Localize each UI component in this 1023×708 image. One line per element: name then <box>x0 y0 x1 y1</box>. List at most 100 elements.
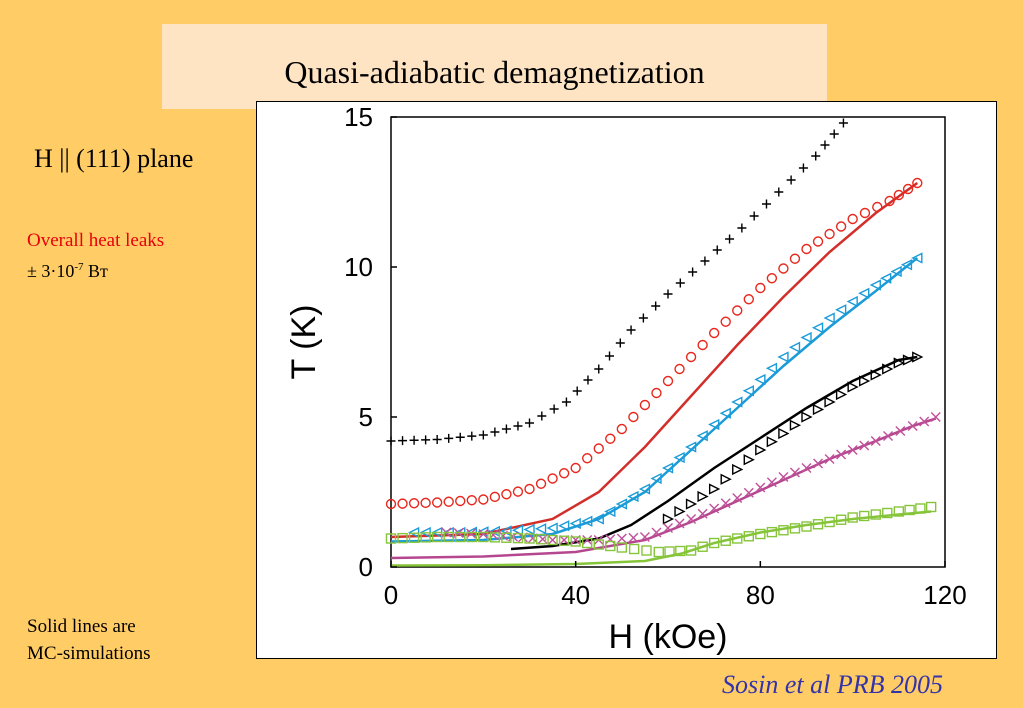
data-markers <box>385 118 941 558</box>
data-point <box>719 407 731 419</box>
x-tick-label: 0 <box>384 580 398 610</box>
data-point <box>846 295 858 308</box>
simulation-line <box>390 417 937 560</box>
data-point <box>732 493 743 503</box>
data-point <box>847 445 858 455</box>
data-point <box>663 523 673 533</box>
data-point <box>626 325 636 335</box>
data-point <box>838 118 848 128</box>
data-point <box>688 267 698 277</box>
data-point <box>546 522 558 534</box>
heat-leaks-unit: Вт <box>83 261 108 281</box>
data-point <box>628 543 640 555</box>
data-point <box>421 435 431 445</box>
data-point <box>466 528 477 539</box>
data-point <box>524 533 535 544</box>
data-point <box>641 545 652 556</box>
data-point <box>559 535 570 545</box>
simulation-note-line2: MC-simulations <box>27 643 151 664</box>
citation: Sosin et al PRB 2005 <box>722 670 943 699</box>
data-point <box>774 187 784 197</box>
data-point <box>911 252 923 264</box>
data-point <box>836 449 847 460</box>
data-point <box>870 436 881 446</box>
data-point <box>685 498 698 510</box>
data-point <box>801 521 812 532</box>
data-point <box>907 421 918 431</box>
data-point <box>534 523 547 535</box>
data-point <box>720 535 731 546</box>
data-point <box>408 526 420 539</box>
data-point <box>605 351 615 361</box>
data-point <box>467 431 477 441</box>
data-point <box>755 528 766 540</box>
data-point <box>919 416 930 427</box>
data-point <box>674 518 685 529</box>
data-point <box>664 546 675 557</box>
data-point <box>478 494 489 505</box>
data-point <box>708 418 720 431</box>
data-point <box>869 279 881 291</box>
data-point <box>455 495 466 507</box>
data-point <box>902 183 914 195</box>
data-point <box>811 151 821 161</box>
data-point <box>893 357 905 369</box>
data-point <box>604 505 616 518</box>
y-axis-title: T (K) <box>285 305 323 380</box>
data-point <box>725 234 735 244</box>
x-axis-title: H (kOe) <box>609 618 728 656</box>
data-point <box>582 537 593 549</box>
y-tick-label: 10 <box>344 252 373 282</box>
data-point <box>925 501 937 513</box>
data-point <box>615 498 628 510</box>
data-point <box>478 531 489 543</box>
data-point <box>408 532 420 543</box>
data-point <box>581 515 593 527</box>
data-point <box>527 533 538 544</box>
data-point <box>882 507 893 519</box>
data-point <box>675 278 685 288</box>
data-point <box>697 541 708 552</box>
data-point <box>489 491 501 503</box>
data-point <box>708 327 720 339</box>
data-point <box>742 385 754 397</box>
data-point <box>801 411 813 423</box>
data-point <box>859 207 871 219</box>
data-point <box>558 535 570 546</box>
data-point <box>685 351 697 363</box>
data-point <box>900 259 913 271</box>
data-point <box>512 532 524 544</box>
heat-leaks-exponent: -7 <box>74 261 84 273</box>
data-point <box>912 351 924 363</box>
data-point <box>755 282 766 294</box>
data-point <box>583 375 593 385</box>
data-point <box>800 331 812 344</box>
data-point <box>732 305 743 316</box>
data-point <box>592 513 604 525</box>
data-point <box>697 490 709 503</box>
data-point <box>823 312 835 324</box>
data-point <box>801 243 812 255</box>
data-point <box>662 375 674 387</box>
data-point <box>524 483 535 495</box>
data-point <box>749 211 759 221</box>
data-point <box>547 473 558 484</box>
data-point <box>847 213 858 225</box>
data-point <box>455 531 466 543</box>
data-point <box>443 531 454 543</box>
data-point <box>720 498 731 509</box>
data-point <box>569 517 581 530</box>
y-tick-label: 0 <box>359 552 373 582</box>
data-point <box>930 412 941 422</box>
data-point <box>766 273 778 284</box>
data-point <box>789 419 802 431</box>
data-point <box>663 289 673 299</box>
data-point <box>489 532 501 543</box>
data-point <box>778 472 789 482</box>
data-point <box>820 140 830 150</box>
data-point <box>737 223 747 233</box>
data-point <box>700 256 710 266</box>
data-point <box>593 443 604 454</box>
data-point <box>812 236 824 247</box>
data-point <box>547 534 558 546</box>
